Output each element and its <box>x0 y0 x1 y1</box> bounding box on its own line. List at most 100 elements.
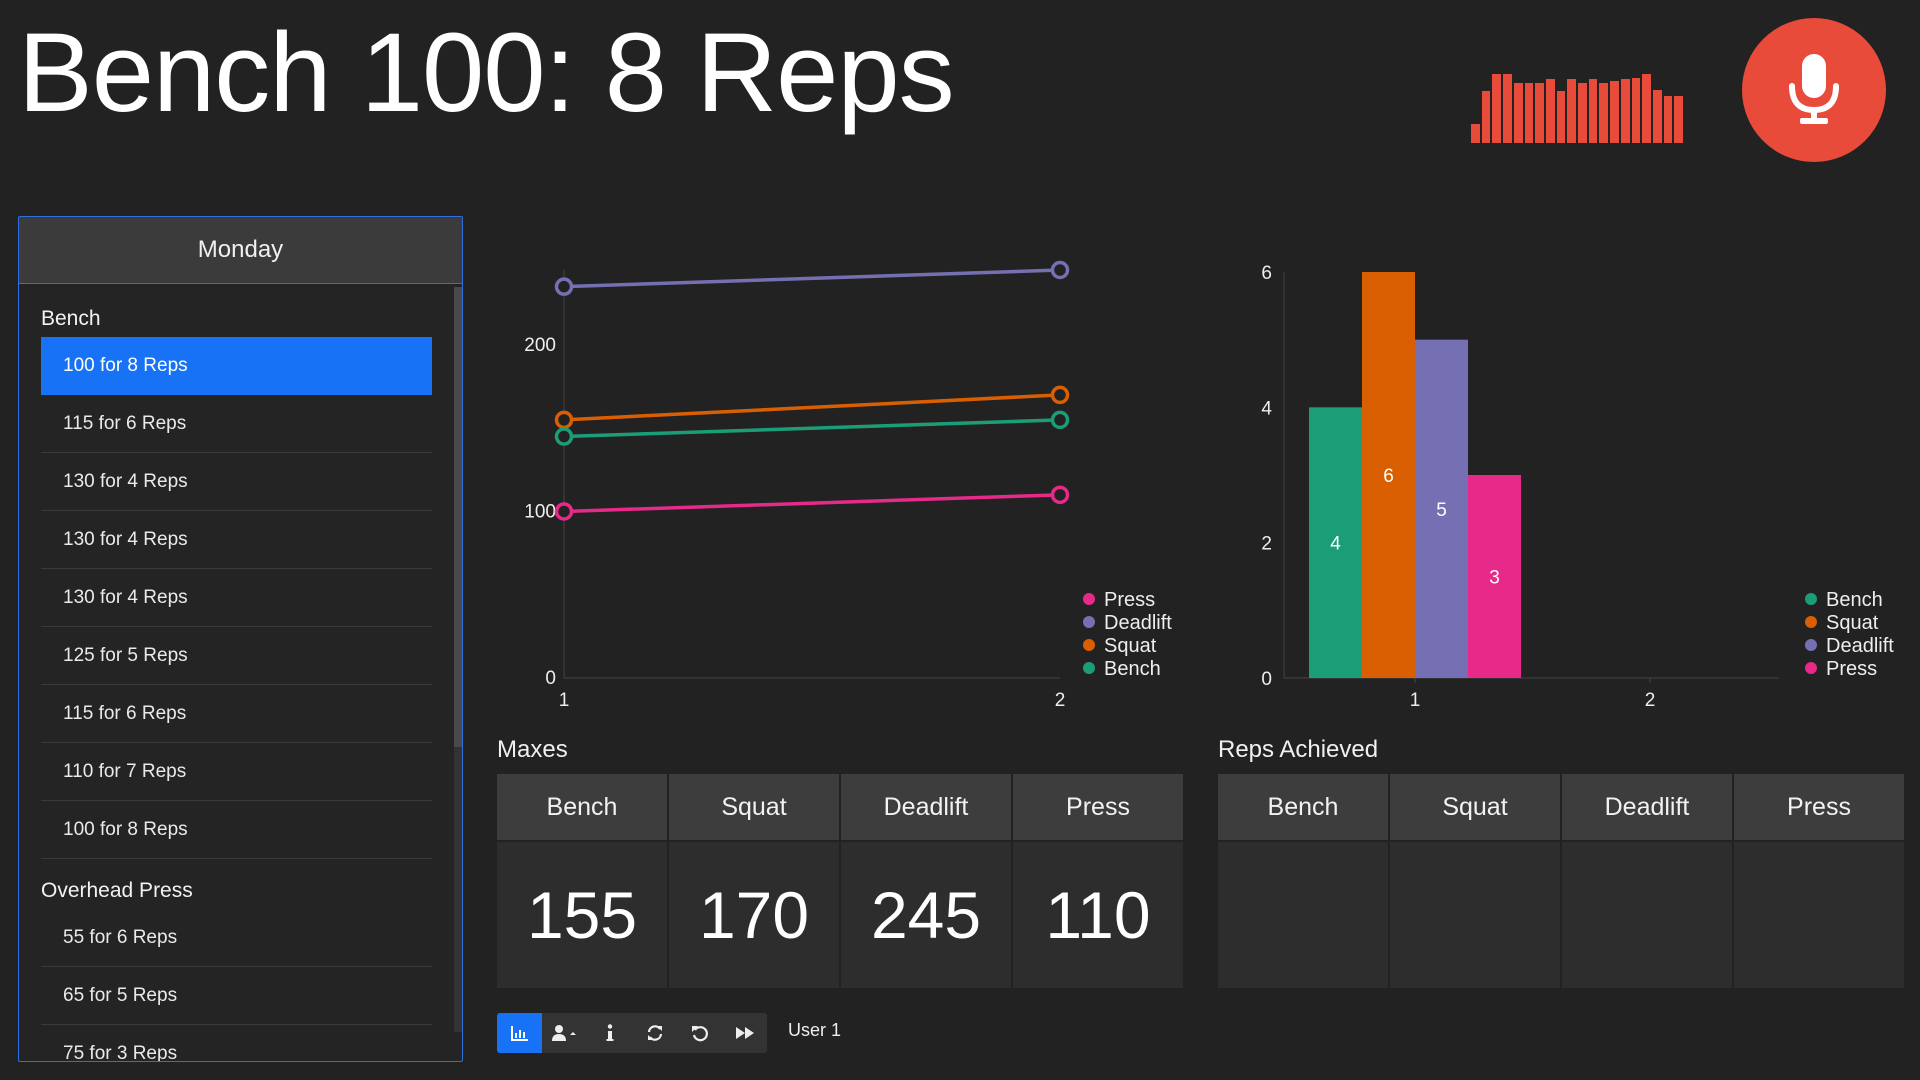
audio-level-bar <box>1513 82 1523 143</box>
maxes-header-deadlift: Deadlift <box>841 774 1011 840</box>
audio-level-bar <box>1642 74 1651 143</box>
audio-level-bar <box>1610 81 1619 143</box>
exercise-group-label: Bench <box>41 307 101 330</box>
workout-panel: Monday Bench 100 for 8 Reps 115 for 6 Re… <box>18 216 463 1062</box>
legend-label: Bench <box>1104 658 1161 680</box>
legend-label: Deadlift <box>1104 612 1172 634</box>
skip-forward-button[interactable] <box>722 1013 767 1053</box>
maxes-label: Maxes <box>497 736 568 763</box>
y-tick-label: 2 <box>1261 534 1272 555</box>
set-item[interactable]: 130 for 4 Reps <box>41 511 432 569</box>
bar <box>1468 475 1521 678</box>
maxes-value-deadlift: 245 <box>841 842 1011 988</box>
audio-level-bar <box>1620 78 1630 143</box>
refresh-button[interactable] <box>632 1013 677 1053</box>
bar-value-label: 5 <box>1436 500 1447 521</box>
info-button[interactable] <box>587 1013 632 1053</box>
audio-level-bar <box>1524 82 1534 143</box>
reps-value-bench <box>1218 842 1388 988</box>
x-tick-label: 1 <box>559 690 570 711</box>
refresh-icon <box>647 1025 662 1041</box>
audio-level-bar <box>1492 74 1502 143</box>
bar <box>1415 339 1468 678</box>
reps-value-deadlift <box>1562 842 1732 988</box>
maxes-value-press: 110 <box>1013 842 1183 988</box>
audio-level-bar <box>1599 82 1609 143</box>
data-point <box>554 277 574 296</box>
audio-level-bar <box>1652 89 1662 143</box>
set-item[interactable]: 130 for 4 Reps <box>41 453 432 511</box>
audio-level-bar <box>1503 74 1512 143</box>
legend-label: Squat <box>1104 635 1157 657</box>
series-line <box>563 268 1061 289</box>
reps-value-squat <box>1390 842 1560 988</box>
audio-level-bar <box>1556 91 1566 143</box>
y-tick-label: 200 <box>524 335 556 356</box>
legend-swatch <box>1083 639 1095 651</box>
set-list-scroll-thumb[interactable] <box>454 287 462 747</box>
maxes-header-squat: Squat <box>669 774 839 840</box>
legend-label: Deadlift <box>1826 635 1894 657</box>
chart-icon <box>510 1026 528 1041</box>
legend-swatch <box>1083 616 1095 628</box>
set-item[interactable]: 115 for 6 Reps <box>41 685 432 743</box>
set-list[interactable]: Bench 100 for 8 Reps 115 for 6 Reps 130 … <box>19 285 462 1061</box>
set-item[interactable]: 55 for 6 Reps <box>41 909 432 967</box>
current-user-label: User 1 <box>788 1020 842 1040</box>
audio-level-bar <box>1471 124 1480 143</box>
reps-header-squat: Squat <box>1390 774 1560 840</box>
y-tick-label: 100 <box>524 501 556 522</box>
reps-achieved-table: Bench Squat Deadlift Press <box>1218 774 1904 988</box>
set-item[interactable]: 75 for 3 Reps <box>41 1025 432 1062</box>
reps-header-deadlift: Deadlift <box>1562 774 1732 840</box>
legend-label: Squat <box>1826 612 1879 634</box>
data-point <box>1050 410 1070 430</box>
audio-level-bar <box>1588 78 1598 143</box>
bar-value-label: 6 <box>1383 466 1394 487</box>
series-line <box>563 418 1061 439</box>
legend-swatch <box>1083 593 1095 605</box>
chart-button[interactable] <box>497 1013 542 1053</box>
maxes-value-squat: 170 <box>669 842 839 988</box>
set-item[interactable]: 110 for 7 Reps <box>41 743 432 801</box>
set-item[interactable]: 115 for 6 Reps <box>41 395 432 453</box>
reps-bar-chart: 0 2 4 6 1 2 4 6 5 3 Bench Squat Deadlift Press <box>1230 250 1920 720</box>
maxes-header-bench: Bench <box>497 774 667 840</box>
data-point <box>1050 260 1070 280</box>
maxes-header-press: Press <box>1013 774 1183 840</box>
user-switch-button[interactable] <box>542 1013 587 1053</box>
x-tick-label: 2 <box>1645 690 1656 711</box>
audio-level-bar <box>1535 82 1544 143</box>
x-tick-label: 1 <box>1410 690 1421 711</box>
info-icon <box>606 1024 613 1041</box>
undo-icon <box>691 1026 708 1042</box>
data-point <box>554 427 574 446</box>
legend-swatch <box>1805 639 1817 651</box>
audio-level-meter <box>1471 57 1684 143</box>
data-point <box>554 502 574 521</box>
set-item[interactable]: 130 for 4 Reps <box>41 569 432 627</box>
set-item[interactable]: 100 for 8 Reps <box>41 801 432 859</box>
legend-swatch <box>1083 662 1095 674</box>
set-item[interactable]: 100 for 8 Reps <box>41 337 432 395</box>
legend-swatch <box>1805 593 1817 605</box>
reps-header-press: Press <box>1734 774 1904 840</box>
bar <box>1362 272 1415 678</box>
microphone-button[interactable] <box>1742 18 1886 162</box>
legend-swatch <box>1805 616 1817 628</box>
microphone-icon <box>1789 54 1839 124</box>
reps-value-press <box>1734 842 1904 988</box>
audio-level-bar <box>1663 95 1673 143</box>
audio-level-bar <box>1631 77 1641 143</box>
set-item[interactable]: 65 for 5 Reps <box>41 967 432 1025</box>
workout-day-header: Monday <box>19 217 462 284</box>
undo-button[interactable] <box>677 1013 722 1053</box>
bar <box>1309 407 1362 678</box>
series-line <box>563 393 1061 422</box>
data-point <box>554 410 574 430</box>
bar-value-label: 4 <box>1330 534 1341 555</box>
legend-label: Press <box>1104 589 1155 611</box>
set-item[interactable]: 125 for 5 Reps <box>41 627 432 685</box>
audio-level-bar <box>1567 78 1577 143</box>
maxes-line-chart: 0 100 200 1 2 Press Deadlift Squat Bench <box>490 250 1190 720</box>
